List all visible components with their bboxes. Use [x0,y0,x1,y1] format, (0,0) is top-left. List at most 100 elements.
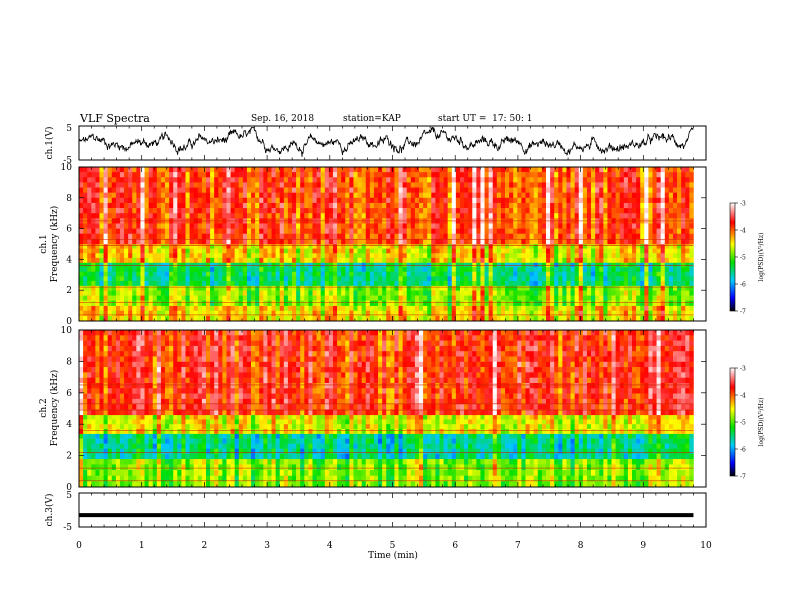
spectrogram-cell [87,228,92,235]
spectrogram-cell [644,262,649,268]
spectrogram-cell [128,248,133,254]
spectrogram-cell [578,244,584,249]
spectrogram-cell [591,172,596,178]
spectrogram-cell [574,300,580,306]
spectrogram-cell [558,267,563,273]
spectrogram-cell [373,315,379,322]
spectrogram-cell [603,267,608,273]
spectrogram-cell [648,197,653,204]
spectrogram-cell [83,253,88,259]
spectrogram-cell [488,271,494,277]
spectrogram-cell [230,280,235,286]
spectrogram-cell [689,290,694,296]
spectrogram-cell [435,295,440,301]
spectrogram-cell [537,233,543,240]
spectrogram-cell [550,187,555,193]
spectrogram-cell [361,267,367,273]
spectrogram-cell [365,244,371,249]
spectrogram-cell [582,310,588,317]
spectrogram-cell [99,295,104,301]
spectrogram-cell [337,315,342,322]
spectrogram-cell [361,305,367,312]
spectrogram-cell [480,197,485,204]
spectrogram-cell [554,228,559,235]
spectrogram-cell [619,290,625,296]
spectrogram-cell [226,262,231,268]
spectrogram-cell [554,238,559,245]
spectrogram-cell [177,228,182,235]
spectrogram-cell [578,280,584,286]
spectrogram-cell [591,257,596,263]
spectrogram-cell [521,228,526,235]
spectrogram-cell [148,223,154,229]
spectrogram-cell [435,177,440,183]
spectrogram-cell [632,248,637,254]
spectrogram-cell [214,290,219,296]
spectrogram-cell [140,305,145,312]
spectrogram-cell [328,300,334,306]
spectrogram-cell [140,238,145,245]
spectrogram-cell [484,257,489,263]
spectrogram-cell [79,257,84,263]
spectrogram-cell [332,458,338,465]
spectrogram-cell [591,223,596,229]
spectrogram-cell [132,300,137,306]
spectrogram-cell [394,315,399,322]
spectrogram-cell [578,295,584,301]
spectrogram-cell [345,290,350,296]
spectrogram-cell [316,172,321,178]
spectrogram-cell [365,187,371,193]
spectrogram-cell [91,187,96,193]
spectrogram-cell [591,267,596,273]
spectrogram-cell [95,167,100,173]
spectrogram-cell [607,197,612,204]
spectrogram-cell [615,315,621,322]
spectrogram-cell [152,223,158,229]
spectrogram-cell [521,182,526,188]
spectrogram-cell [390,271,395,277]
spectrogram-cell [644,187,649,193]
spectrogram-cell [423,223,428,229]
spectrogram-cell [160,228,166,235]
spectrogram-cell [607,187,612,193]
spectrogram-cell [578,257,584,263]
spectrogram-cell [513,177,518,183]
spectrogram-cell [410,271,416,277]
spectrogram-cell [349,228,354,235]
spectrogram-cell [623,187,629,193]
spectrogram-cell [263,187,268,193]
spectrogram-cell [648,228,653,235]
spectrogram-cell [332,295,338,301]
spectrogram-cell [599,267,604,273]
spectrogram-cell [525,276,530,282]
spectrogram-cell [263,248,268,254]
spectrogram-cell [332,177,338,183]
spectrogram-cell [599,177,604,183]
spectrogram-cell [525,213,530,219]
spectrogram-cell [689,257,694,263]
spectrogram-cell [238,271,244,277]
spectrogram-cell [668,262,674,268]
spectrogram-cell [144,213,149,219]
spectrogram-cell [595,197,600,204]
spectrogram-cell [324,262,330,268]
spectrogram-cell [185,208,190,214]
spectrogram-cell [238,233,244,240]
spectrogram-cell [337,267,342,273]
spectrogram-cell [640,182,645,188]
spectrogram-cell [476,202,481,209]
spectrogram-cell [373,262,379,268]
spectrogram-cell [566,197,571,204]
spectrogram-cell [509,228,514,235]
spectrogram-cell [632,257,637,263]
spectrogram-cell [296,285,301,291]
spectrogram-cell [541,233,547,240]
spectrogram-cell [586,228,592,235]
spectrogram-cell [103,244,108,249]
spectrogram-cell [689,271,694,277]
spectrogram-cell [124,202,129,209]
spectrogram-cell [521,295,526,301]
spectrogram-cell [263,167,268,173]
spectrogram-cell [152,458,158,465]
spectrogram-cell [632,262,637,268]
